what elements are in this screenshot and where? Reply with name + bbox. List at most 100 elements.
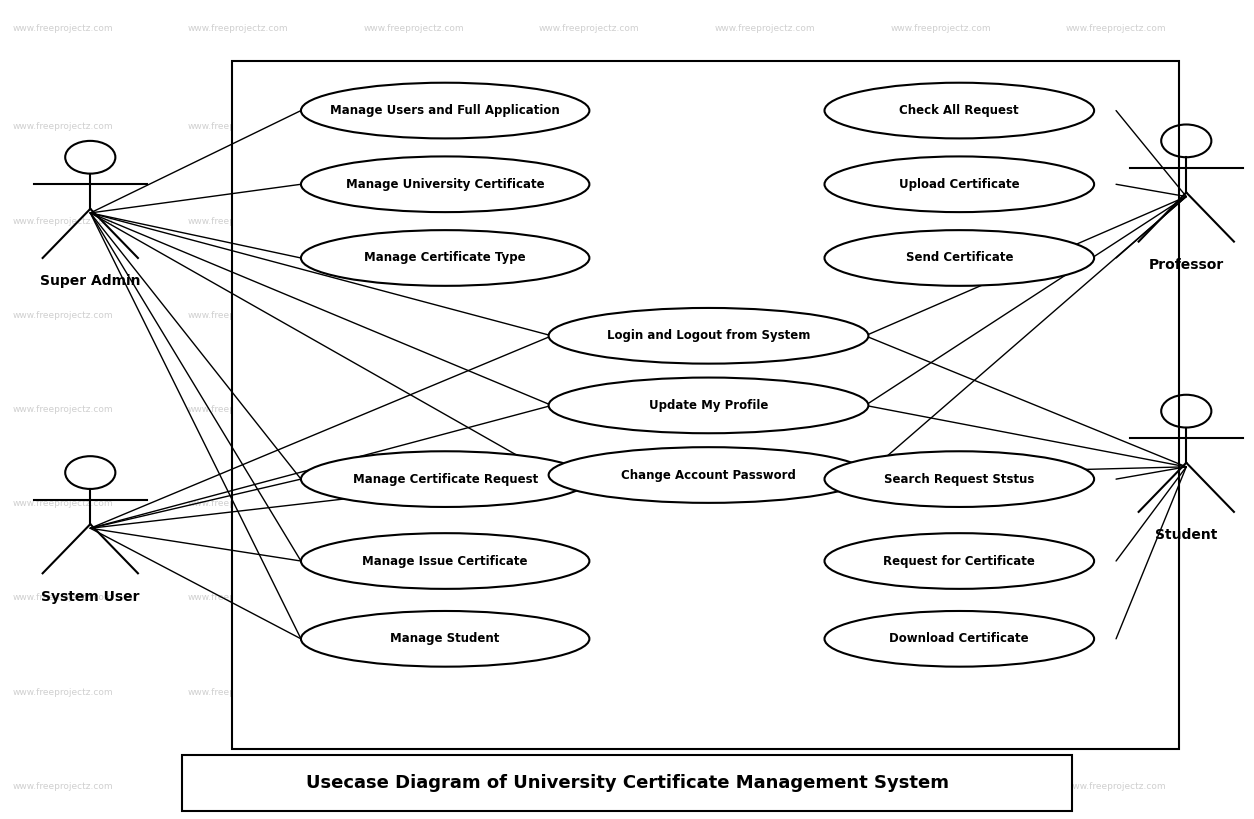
Text: www.freeprojectz.com: www.freeprojectz.com [364,688,464,696]
Text: www.freeprojectz.com: www.freeprojectz.com [13,688,113,696]
Text: www.freeprojectz.com: www.freeprojectz.com [890,500,991,508]
Text: www.freeprojectz.com: www.freeprojectz.com [539,594,640,602]
Text: www.freeprojectz.com: www.freeprojectz.com [890,782,991,790]
Ellipse shape [825,83,1093,138]
Text: www.freeprojectz.com: www.freeprojectz.com [13,311,113,319]
Text: www.freeprojectz.com: www.freeprojectz.com [715,311,815,319]
Text: www.freeprojectz.com: www.freeprojectz.com [364,594,464,602]
Ellipse shape [825,611,1093,667]
Text: www.freeprojectz.com: www.freeprojectz.com [364,25,464,33]
Text: www.freeprojectz.com: www.freeprojectz.com [890,123,991,131]
Text: Usecase Diagram of University Certificate Management System: Usecase Diagram of University Certificat… [306,774,948,792]
Text: www.freeprojectz.com: www.freeprojectz.com [1066,25,1166,33]
Ellipse shape [548,447,868,503]
Text: www.freeprojectz.com: www.freeprojectz.com [364,311,464,319]
Text: www.freeprojectz.com: www.freeprojectz.com [1066,782,1166,790]
Text: www.freeprojectz.com: www.freeprojectz.com [715,688,815,696]
Text: www.freeprojectz.com: www.freeprojectz.com [890,311,991,319]
Text: www.freeprojectz.com: www.freeprojectz.com [539,500,640,508]
Text: Professor: Professor [1149,258,1224,272]
Text: www.freeprojectz.com: www.freeprojectz.com [715,25,815,33]
Text: www.freeprojectz.com: www.freeprojectz.com [890,25,991,33]
Text: www.freeprojectz.com: www.freeprojectz.com [890,217,991,225]
Ellipse shape [301,156,589,212]
Text: www.freeprojectz.com: www.freeprojectz.com [539,123,640,131]
Text: www.freeprojectz.com: www.freeprojectz.com [364,217,464,225]
Text: www.freeprojectz.com: www.freeprojectz.com [715,500,815,508]
Ellipse shape [301,230,589,286]
Text: Check All Request: Check All Request [899,104,1020,117]
Text: www.freeprojectz.com: www.freeprojectz.com [1066,217,1166,225]
Text: www.freeprojectz.com: www.freeprojectz.com [890,594,991,602]
Text: www.freeprojectz.com: www.freeprojectz.com [188,217,288,225]
Text: www.freeprojectz.com: www.freeprojectz.com [13,500,113,508]
Text: www.freeprojectz.com: www.freeprojectz.com [539,217,640,225]
Text: www.freeprojectz.com: www.freeprojectz.com [539,405,640,414]
Text: System User: System User [41,590,139,604]
Text: Super Admin: Super Admin [40,274,140,288]
Text: www.freeprojectz.com: www.freeprojectz.com [188,500,288,508]
Text: www.freeprojectz.com: www.freeprojectz.com [890,688,991,696]
Ellipse shape [825,230,1093,286]
Ellipse shape [301,451,589,507]
Text: Manage University Certificate: Manage University Certificate [346,178,544,191]
Text: www.freeprojectz.com: www.freeprojectz.com [188,25,288,33]
Text: www.freeprojectz.com: www.freeprojectz.com [188,782,288,790]
Text: www.freeprojectz.com: www.freeprojectz.com [364,123,464,131]
Text: www.freeprojectz.com: www.freeprojectz.com [539,688,640,696]
Text: www.freeprojectz.com: www.freeprojectz.com [188,688,288,696]
Ellipse shape [825,451,1093,507]
Text: www.freeprojectz.com: www.freeprojectz.com [1066,594,1166,602]
Text: Update My Profile: Update My Profile [648,399,769,412]
Text: Manage Certificate Type: Manage Certificate Type [365,251,525,265]
Text: www.freeprojectz.com: www.freeprojectz.com [1066,311,1166,319]
Text: www.freeprojectz.com: www.freeprojectz.com [13,123,113,131]
Text: www.freeprojectz.com: www.freeprojectz.com [539,311,640,319]
Ellipse shape [825,156,1093,212]
Text: Manage Issue Certificate: Manage Issue Certificate [362,554,528,568]
Text: Change Account Password: Change Account Password [621,468,796,482]
Text: www.freeprojectz.com: www.freeprojectz.com [13,782,113,790]
Text: www.freeprojectz.com: www.freeprojectz.com [364,500,464,508]
Text: www.freeprojectz.com: www.freeprojectz.com [188,311,288,319]
Text: www.freeprojectz.com: www.freeprojectz.com [364,405,464,414]
Ellipse shape [301,611,589,667]
Text: Download Certificate: Download Certificate [889,632,1030,645]
Ellipse shape [301,533,589,589]
Text: Send Certificate: Send Certificate [905,251,1013,265]
Ellipse shape [301,83,589,138]
Text: Manage Certificate Request: Manage Certificate Request [352,473,538,486]
Text: Login and Logout from System: Login and Logout from System [607,329,810,342]
Text: www.freeprojectz.com: www.freeprojectz.com [13,405,113,414]
Ellipse shape [548,378,868,433]
Text: Request for Certificate: Request for Certificate [883,554,1036,568]
Text: Upload Certificate: Upload Certificate [899,178,1020,191]
Text: www.freeprojectz.com: www.freeprojectz.com [364,782,464,790]
Text: www.freeprojectz.com: www.freeprojectz.com [1066,500,1166,508]
Text: www.freeprojectz.com: www.freeprojectz.com [715,217,815,225]
Text: www.freeprojectz.com: www.freeprojectz.com [13,217,113,225]
Ellipse shape [548,308,868,364]
Text: www.freeprojectz.com: www.freeprojectz.com [1066,688,1166,696]
Text: www.freeprojectz.com: www.freeprojectz.com [715,594,815,602]
Bar [182,755,1072,811]
Text: www.freeprojectz.com: www.freeprojectz.com [715,782,815,790]
Text: www.freeprojectz.com: www.freeprojectz.com [1066,123,1166,131]
Ellipse shape [825,533,1093,589]
Text: www.freeprojectz.com: www.freeprojectz.com [13,594,113,602]
Text: Manage Student: Manage Student [390,632,500,645]
Text: www.freeprojectz.com: www.freeprojectz.com [539,25,640,33]
Text: www.freeprojectz.com: www.freeprojectz.com [715,405,815,414]
Text: www.freeprojectz.com: www.freeprojectz.com [1066,405,1166,414]
Bar [232,61,1179,749]
Text: www.freeprojectz.com: www.freeprojectz.com [890,405,991,414]
Text: Student: Student [1155,528,1218,542]
Text: www.freeprojectz.com: www.freeprojectz.com [188,123,288,131]
Text: Manage Users and Full Application: Manage Users and Full Application [330,104,561,117]
Text: www.freeprojectz.com: www.freeprojectz.com [13,25,113,33]
Text: www.freeprojectz.com: www.freeprojectz.com [539,782,640,790]
Text: www.freeprojectz.com: www.freeprojectz.com [715,123,815,131]
Text: Search Request Ststus: Search Request Ststus [884,473,1035,486]
Text: www.freeprojectz.com: www.freeprojectz.com [188,594,288,602]
Text: www.freeprojectz.com: www.freeprojectz.com [188,405,288,414]
